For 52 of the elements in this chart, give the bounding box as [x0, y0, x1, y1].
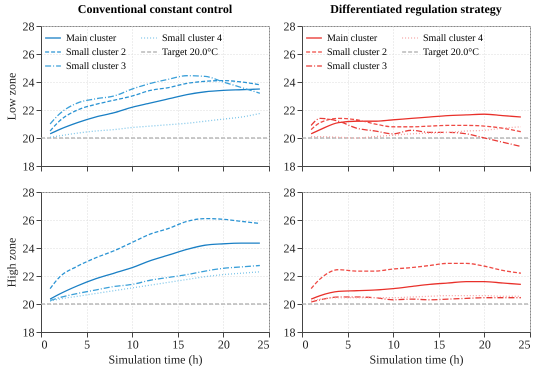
x-tick-label: 10 [126, 338, 139, 352]
y-tick-label: 26 [22, 214, 34, 228]
legend-label: Target 20.0°C [162, 47, 218, 58]
y-tick-label: 20 [284, 298, 296, 312]
y-tick-label: 22 [22, 104, 34, 118]
chart-title: Differentiated regulation strategy [330, 2, 502, 16]
y-tick-label: 20 [22, 132, 34, 146]
legend-label: Main cluster [327, 33, 378, 44]
x-tick-label: 25 [258, 338, 270, 352]
x-tick-label: 15 [172, 338, 184, 352]
legend-label: Target 20.0°C [423, 47, 480, 58]
x-tick-label: 0 [42, 338, 48, 352]
x-tick-label: 20 [218, 338, 230, 352]
y-tick-label: 24 [284, 76, 296, 90]
y-tick-label: 22 [284, 104, 296, 118]
x-tick-label: 25 [518, 338, 530, 352]
y-tick-label: 26 [284, 48, 296, 62]
x-tick-label: 5 [84, 338, 90, 352]
y-tick-label: 24 [22, 242, 34, 256]
y-tick-label: 22 [22, 270, 34, 284]
y-axis-title: High zone [4, 238, 18, 288]
x-tick-label: 20 [478, 338, 491, 352]
legend-label: Small cluster 4 [162, 33, 222, 44]
y-tick-label: 18 [22, 326, 34, 340]
y-tick-label: 24 [284, 242, 296, 256]
y-tick-label: 18 [284, 160, 296, 174]
y-axis-title: Low zone [4, 72, 18, 120]
x-tick-label: 10 [388, 338, 400, 352]
x-tick-label: 0 [302, 338, 308, 352]
legend-label: Small cluster 4 [423, 33, 483, 44]
x-axis-title: Simulation time (h) [108, 352, 202, 366]
y-tick-label: 20 [284, 132, 296, 146]
y-tick-label: 28 [22, 186, 34, 200]
legend-label: Main cluster [66, 33, 117, 44]
y-tick-label: 20 [22, 298, 34, 312]
x-tick-label: 5 [345, 338, 352, 352]
legend-label: Small cluster 2 [66, 47, 126, 58]
y-tick-label: 28 [22, 20, 34, 34]
y-tick-label: 18 [284, 326, 296, 340]
y-tick-label: 24 [22, 76, 34, 90]
y-tick-label: 22 [284, 270, 296, 284]
x-axis-title: Simulation time (h) [370, 352, 464, 366]
legend-label: Small cluster 3 [66, 61, 126, 72]
x-tick-label: 15 [433, 338, 446, 352]
y-tick-label: 18 [22, 160, 34, 174]
y-tick-label: 26 [284, 214, 296, 228]
chart-title: Conventional constant control [78, 2, 233, 16]
y-tick-label: 26 [22, 48, 34, 62]
legend-label: Small cluster 2 [327, 47, 387, 58]
legend-label: Small cluster 3 [327, 61, 387, 72]
y-tick-label: 28 [284, 20, 296, 34]
y-tick-label: 28 [284, 186, 296, 200]
